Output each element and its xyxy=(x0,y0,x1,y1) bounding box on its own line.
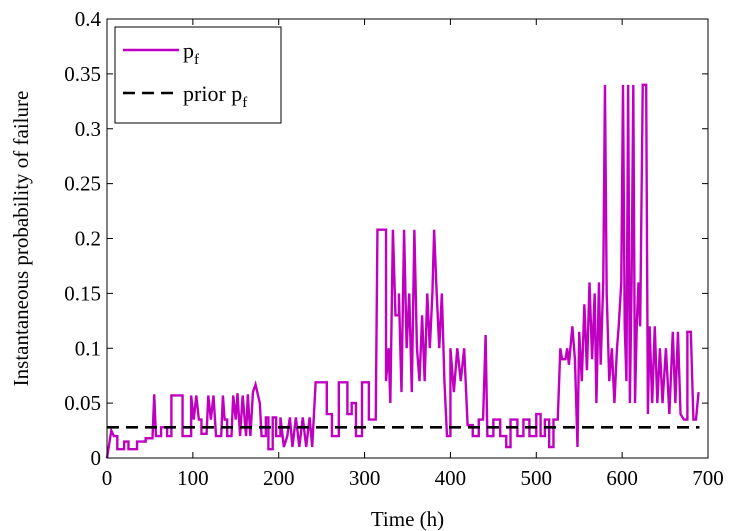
x-axis-label: Time (h) xyxy=(371,507,444,531)
y-tick-label-7: 0.35 xyxy=(64,62,101,86)
x-tick-label-6: 600 xyxy=(606,466,638,490)
x-tick-label-1: 100 xyxy=(177,466,209,490)
y-tick-label-0: 0 xyxy=(91,446,102,470)
x-tick-label-2: 200 xyxy=(263,466,295,490)
series-layer xyxy=(107,85,699,458)
x-tick-label-4: 400 xyxy=(435,466,467,490)
x-tick-label-7: 700 xyxy=(692,466,724,490)
y-tick-label-5: 0.25 xyxy=(64,172,101,196)
y-tick-label-2: 0.1 xyxy=(75,336,101,360)
y-axis-label: Instantaneous probability of failure xyxy=(9,91,33,387)
x-tick-label-5: 500 xyxy=(521,466,553,490)
series-line-0 xyxy=(107,85,699,458)
y-tick-label-6: 0.3 xyxy=(75,117,101,141)
x-tick-label-0: 0 xyxy=(102,466,113,490)
y-tick-label-3: 0.15 xyxy=(64,281,101,305)
x-tick-label-3: 300 xyxy=(349,466,381,490)
legend-box xyxy=(115,27,281,123)
y-tick-label-8: 0.4 xyxy=(75,7,102,31)
y-tick-label-1: 0.05 xyxy=(64,391,101,415)
y-tick-label-4: 0.2 xyxy=(75,227,101,251)
